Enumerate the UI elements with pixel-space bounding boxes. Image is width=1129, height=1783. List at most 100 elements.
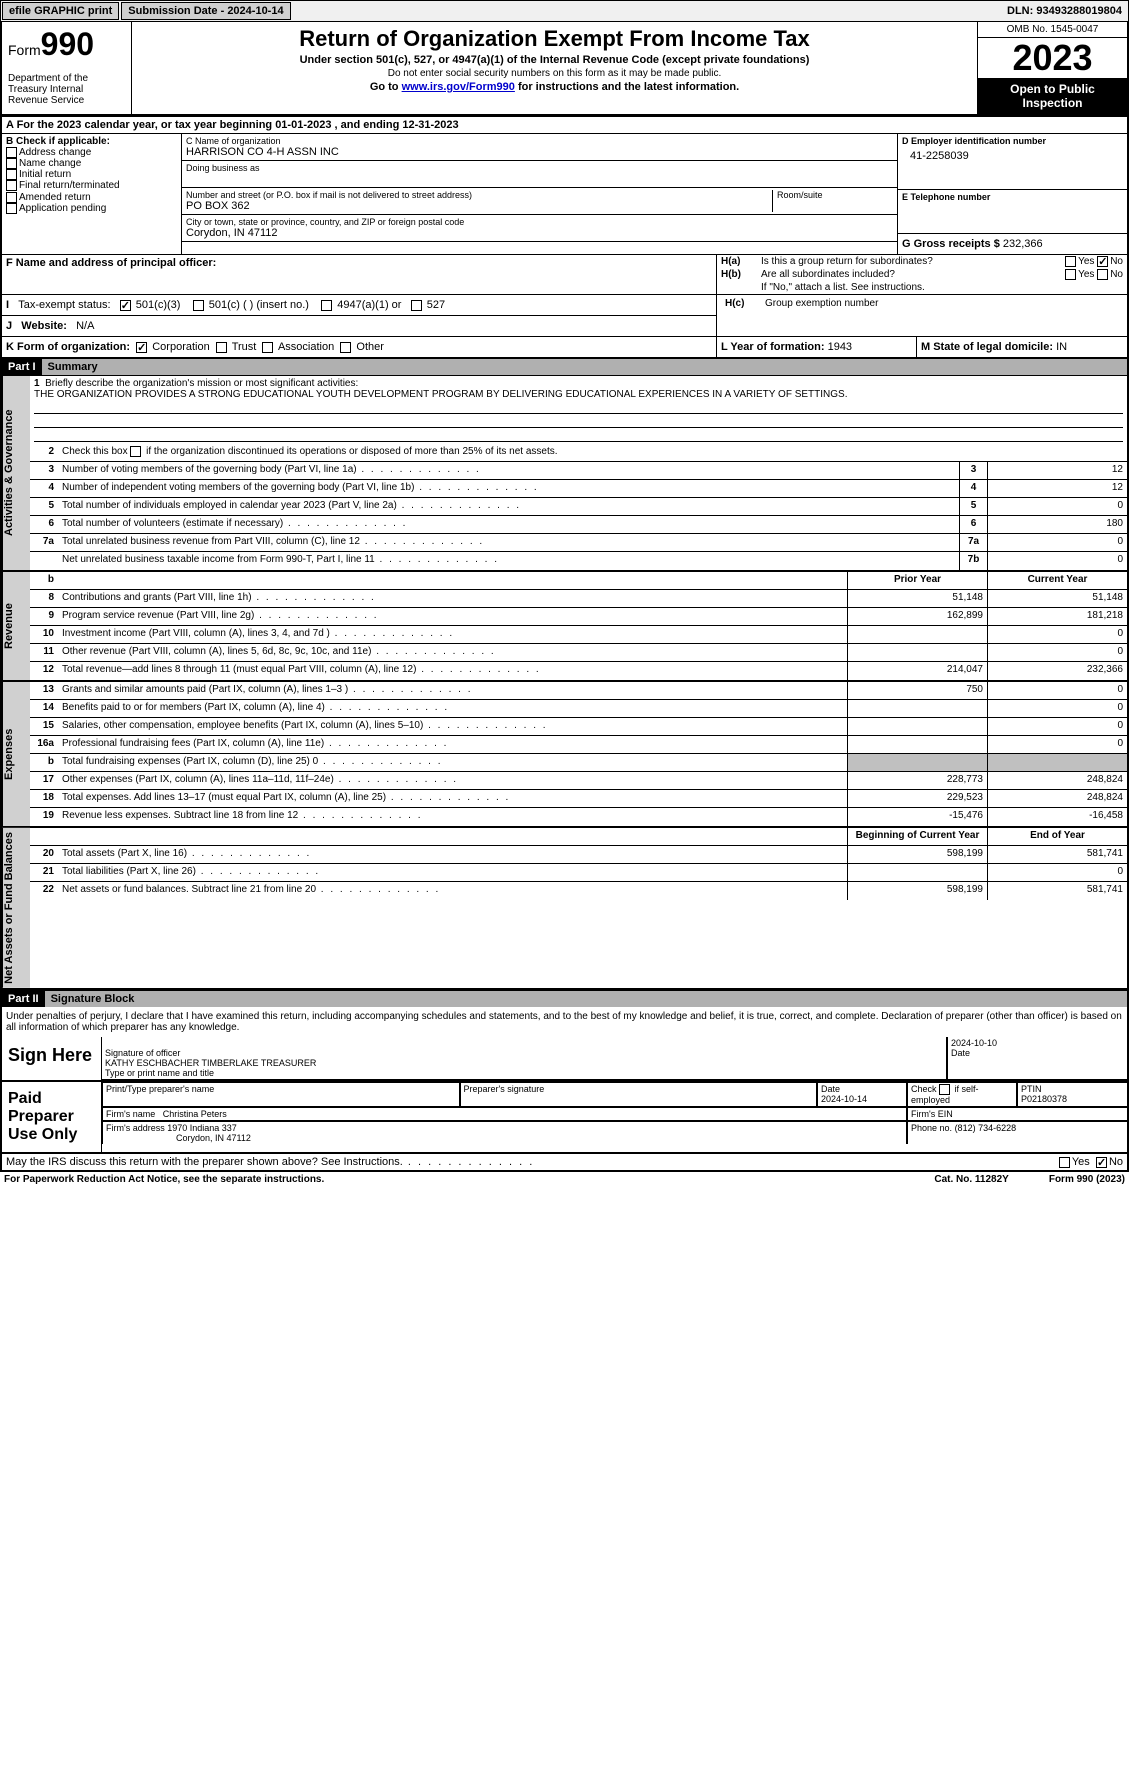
i-label: Tax-exempt status: (18, 299, 110, 311)
chk-501c3[interactable] (120, 300, 131, 311)
year-formation: 1943 (828, 341, 852, 353)
line-m: M State of legal domicile: IN (917, 337, 1127, 357)
ha-yes[interactable] (1065, 256, 1076, 267)
hb-note: If "No," attach a list. See instructions… (761, 282, 925, 293)
m-label: M State of legal domicile: (921, 341, 1053, 353)
tax-year: 2023 (978, 38, 1127, 78)
h-cell: H(a)Is this a group return for subordina… (717, 255, 1127, 294)
preparer-label: Paid Preparer Use Only (2, 1082, 102, 1152)
l1-label: Briefly describe the organization's miss… (45, 378, 358, 389)
chk-corp[interactable] (136, 342, 147, 353)
sign-here-row: Sign Here Signature of officer KATHY ESC… (0, 1037, 1129, 1082)
opt-amended: Amended return (19, 192, 91, 203)
line-num: 21 (30, 864, 58, 881)
prior-val: 228,773 (847, 772, 987, 789)
line-a: A For the 2023 calendar year, or tax yea… (0, 116, 1129, 134)
city-label: City or town, state or province, country… (186, 217, 893, 227)
chk-discontinued[interactable] (130, 446, 141, 457)
chk-other[interactable] (340, 342, 351, 353)
discuss-yes[interactable] (1059, 1157, 1070, 1168)
line-box: 3 (959, 462, 987, 479)
line-num: 11 (30, 644, 58, 661)
chk-527[interactable] (411, 300, 422, 311)
chk-self-employed[interactable] (939, 1084, 950, 1095)
officer-name: KATHY ESCHBACHER TIMBERLAKE TREASURER (105, 1058, 943, 1068)
chk-amended[interactable] (6, 192, 17, 203)
hb-no[interactable] (1097, 269, 1108, 280)
line-val: 0 (987, 534, 1127, 551)
line-num: 18 (30, 790, 58, 807)
hc-text: Group exemption number (765, 298, 878, 309)
hdr-boy: Beginning of Current Year (847, 828, 987, 845)
line-val: 0 (987, 498, 1127, 515)
chk-initial[interactable] (6, 169, 17, 180)
irs-link[interactable]: www.irs.gov/Form990 (402, 81, 515, 93)
hb-yes[interactable] (1065, 269, 1076, 280)
chk-501c[interactable] (193, 300, 204, 311)
goto-line: Go to www.irs.gov/Form990 for instructio… (140, 81, 969, 93)
opt-name: Name change (19, 158, 81, 169)
i-o2: 501(c) ( ) (insert no.) (209, 299, 309, 311)
ha-yes-lbl: Yes (1078, 256, 1094, 267)
chk-final[interactable] (6, 180, 17, 191)
line-desc: Professional fundraising fees (Part IX, … (58, 736, 847, 753)
sign-here-label: Sign Here (2, 1037, 102, 1080)
line-num: 7a (30, 534, 58, 551)
chk-name-change[interactable] (6, 158, 17, 169)
line-desc: Total expenses. Add lines 13–17 (must eq… (58, 790, 847, 807)
b-label: B Check if applicable: (6, 136, 177, 147)
k-label: K Form of organization: (6, 341, 130, 353)
col-c: C Name of organization HARRISON CO 4-H A… (182, 134, 897, 254)
opt-final: Final return/terminated (19, 181, 120, 192)
part2-title: Signature Block (45, 991, 1127, 1007)
room-label: Room/suite (777, 190, 893, 200)
prior-val (847, 754, 987, 771)
chk-trust[interactable] (216, 342, 227, 353)
chk-pending[interactable] (6, 203, 17, 214)
current-val: 0 (987, 736, 1127, 753)
ha-no-lbl: No (1110, 256, 1123, 267)
chk-assoc[interactable] (262, 342, 273, 353)
submission-date-button[interactable]: Submission Date - 2024-10-14 (121, 2, 290, 20)
prior-val: 229,523 (847, 790, 987, 807)
col-d: D Employer identification number 41-2258… (897, 134, 1127, 254)
current-val: 0 (987, 626, 1127, 643)
line-j: J Website: N/A (2, 316, 716, 336)
prep-date-label: Date (821, 1084, 903, 1094)
footer-left: For Paperwork Reduction Act Notice, see … (4, 1174, 324, 1185)
governance-table: Activities & Governance 1 Briefly descri… (0, 375, 1129, 572)
line-val: 0 (987, 552, 1127, 570)
discuss-yes-lbl: Yes (1072, 1156, 1090, 1168)
hb-text: Are all subordinates included? (761, 269, 895, 280)
line-desc: Other expenses (Part IX, column (A), lin… (58, 772, 847, 789)
ptin-label: PTIN (1021, 1084, 1124, 1094)
chk-4947[interactable] (321, 300, 332, 311)
net-table: Net Assets or Fund Balances Beginning of… (0, 828, 1129, 990)
d-label: D Employer identification number (902, 136, 1123, 146)
prep-sig-label: Preparer's signature (464, 1084, 814, 1094)
omb-number: OMB No. 1545-0047 (978, 22, 1127, 38)
goto-pre: Go to (370, 81, 402, 93)
line-desc: Net unrelated business taxable income fr… (58, 552, 959, 570)
title-cell: Return of Organization Exempt From Incom… (132, 22, 977, 114)
line-desc: Total liabilities (Part X, line 26) (58, 864, 847, 881)
c-name-label: C Name of organization (186, 136, 893, 146)
expenses-table: Expenses 13 Grants and similar amounts p… (0, 682, 1129, 828)
line-num: 10 (30, 626, 58, 643)
line-num: 4 (30, 480, 58, 497)
open-inspection: Open to Public Inspection (978, 78, 1127, 114)
side-gov: Activities & Governance (2, 376, 30, 570)
line-l: L Year of formation: 1943 (717, 337, 917, 357)
ha-no[interactable] (1097, 256, 1108, 267)
dln-label: DLN: 93493288019804 (1001, 3, 1128, 19)
prior-val: 598,199 (847, 846, 987, 863)
ein: 41-2258039 (902, 146, 1123, 166)
prior-val (847, 626, 987, 643)
opt-initial: Initial return (19, 169, 71, 180)
current-val: -16,458 (987, 808, 1127, 826)
chk-address-change[interactable] (6, 147, 17, 158)
part1-tag: Part I (2, 359, 42, 375)
street-label: Number and street (or P.O. box if mail i… (186, 190, 768, 200)
discuss-no[interactable] (1096, 1157, 1107, 1168)
efile-print-button[interactable]: efile GRAPHIC print (2, 2, 119, 20)
